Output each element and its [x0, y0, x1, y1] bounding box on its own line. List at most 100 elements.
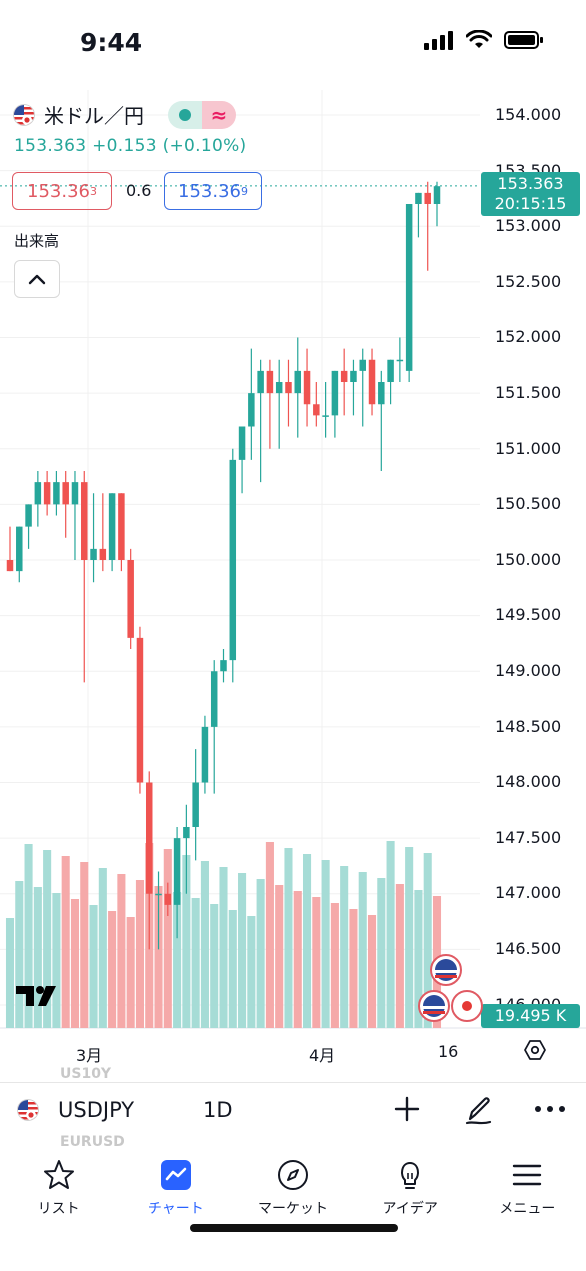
volume-bar	[312, 897, 321, 1028]
ask-price: 153.36	[178, 180, 241, 202]
candle-body	[415, 192, 422, 204]
candle-body	[164, 893, 172, 905]
volume-bar	[358, 872, 367, 1028]
volume-bar	[98, 868, 107, 1028]
volume-bar	[163, 849, 172, 1028]
toolbar-interval[interactable]: 1D	[203, 1098, 233, 1122]
drawing-pen-icon[interactable]	[462, 1093, 496, 1127]
volume-bar	[377, 878, 386, 1028]
volume-bar	[386, 841, 395, 1028]
candle-body	[210, 671, 218, 727]
volume-indicator-label[interactable]: 出来高	[14, 232, 60, 250]
price-axis-label: 148.500	[495, 716, 562, 736]
tab-chart-label: チャート	[147, 1201, 204, 1217]
volume-bar	[117, 874, 126, 1028]
last-price: 153.363	[14, 136, 87, 156]
volume-bar	[33, 887, 42, 1028]
menu-icon	[513, 1164, 542, 1186]
more-icon[interactable]	[533, 1097, 567, 1121]
candle-body	[350, 370, 357, 382]
volume-bar	[89, 905, 98, 1028]
add-icon[interactable]	[392, 1094, 422, 1124]
candle-body	[387, 359, 394, 382]
candle-body	[331, 370, 339, 416]
home-indicator[interactable]	[190, 1224, 398, 1232]
tradingview-logo[interactable]	[16, 984, 66, 1010]
volume-bar	[182, 855, 191, 1028]
price-axis-label: 147.000	[495, 883, 562, 903]
volume-bar	[330, 903, 339, 1028]
tab-list[interactable]: リスト	[0, 1148, 117, 1220]
us-flag-icon	[14, 104, 34, 125]
tab-chart[interactable]: チャート	[117, 1148, 234, 1220]
volume-bar	[284, 848, 293, 1028]
candle-body	[378, 382, 385, 405]
event-flag-jp[interactable]	[451, 990, 483, 1022]
candle-body	[71, 482, 79, 505]
price-change-line: 153.363 +0.153 (+0.10%)	[14, 136, 246, 156]
event-flag-us-1[interactable]	[430, 954, 462, 986]
tab-ideas-label: アイデア	[382, 1201, 438, 1217]
price-axis-label: 150.000	[495, 549, 562, 569]
candle-body	[62, 482, 69, 505]
volume-bar	[321, 860, 330, 1028]
symbol-name: 米ドル／円	[44, 104, 144, 128]
chart-toolbar: USDJPY 1D	[0, 1082, 586, 1139]
price-axis-label: 147.500	[495, 827, 562, 847]
collapse-button[interactable]	[14, 260, 60, 298]
volume-bar	[15, 881, 24, 1028]
candle-body	[340, 370, 348, 382]
candle-body	[424, 192, 431, 204]
candle-body	[53, 482, 60, 505]
bar-countdown: 20:15:15	[494, 194, 567, 213]
chart-settings-button[interactable]	[523, 1038, 547, 1062]
volume-bar	[61, 856, 70, 1028]
price-axis-label: 151.000	[495, 438, 562, 458]
current-price-value: 153.363	[497, 174, 564, 193]
candle-body	[257, 370, 264, 394]
toolbar-symbol[interactable]: USDJPY	[58, 1098, 135, 1122]
tab-market[interactable]: マーケット	[234, 1148, 351, 1220]
candle-body	[145, 782, 153, 894]
market-open-indicator	[168, 100, 202, 129]
ghost-symbol-below: EURUSD	[60, 1134, 125, 1150]
settings-hex-icon	[524, 1040, 546, 1060]
price-chart[interactable]	[0, 90, 586, 1040]
candle-body	[81, 482, 88, 560]
time-label-16: 16	[438, 1042, 459, 1061]
tab-menu[interactable]: メニュー	[469, 1148, 586, 1220]
volume-bar	[108, 911, 117, 1028]
volume-bar	[238, 873, 247, 1028]
candle-body	[136, 637, 144, 783]
tab-menu-label: メニュー	[499, 1201, 556, 1217]
volume-bar	[405, 847, 414, 1028]
buy-button[interactable]: 153.36 9	[164, 172, 262, 210]
candle-body	[238, 426, 246, 460]
volume-bar	[423, 853, 432, 1028]
market-status-pill[interactable]: ≈	[168, 100, 236, 129]
tab-market-label: マーケット	[258, 1201, 328, 1217]
chevron-up-icon	[28, 274, 46, 285]
tab-list-label: リスト	[37, 1201, 80, 1217]
volume-bar	[340, 866, 349, 1028]
candle-body	[118, 493, 125, 560]
wifi-icon	[466, 30, 492, 48]
event-flag-us-2[interactable]	[418, 990, 450, 1022]
candle-body	[294, 370, 302, 394]
volume-bar	[275, 885, 284, 1028]
volume-bar	[70, 899, 80, 1028]
candle-body	[266, 370, 274, 394]
candle-body	[43, 482, 51, 505]
candle-body	[6, 560, 14, 572]
current-price-tag: 153.363 20:15:15	[481, 172, 580, 216]
sell-button[interactable]: 153.36 3	[12, 172, 112, 210]
candle-body	[248, 393, 255, 427]
bid-price: 153.36	[27, 180, 90, 202]
chart-area[interactable]	[0, 90, 586, 1040]
candle-body	[34, 482, 42, 505]
status-icons	[424, 30, 544, 50]
symbol-header[interactable]: 米ドル／円 ≈	[14, 100, 236, 129]
tab-ideas[interactable]: アイデア	[352, 1148, 469, 1220]
volume-bar	[265, 842, 274, 1028]
